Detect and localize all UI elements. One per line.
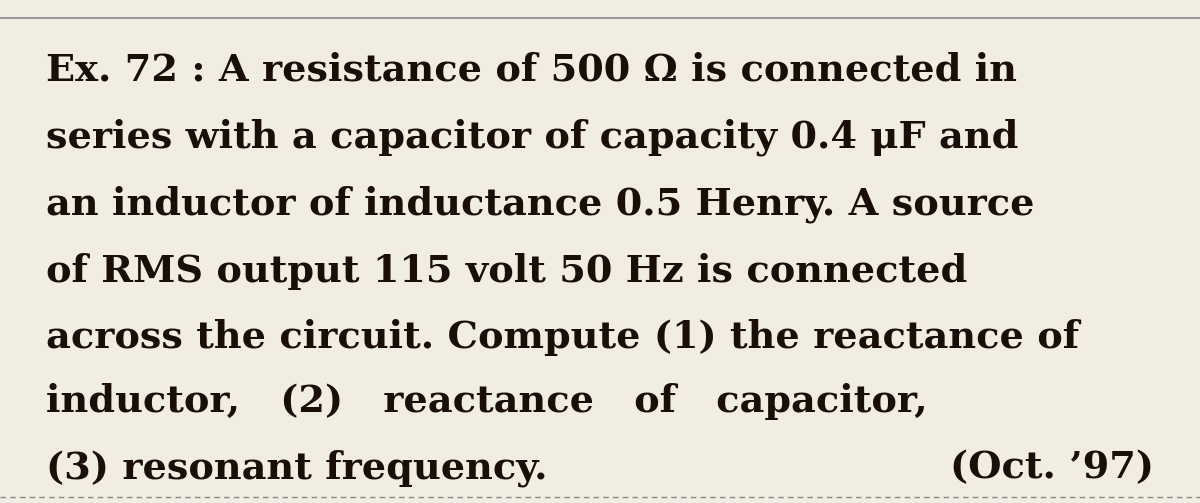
Text: (Oct. ’97): (Oct. ’97) bbox=[950, 450, 1154, 486]
Text: across the circuit. Compute (1) the reactance of: across the circuit. Compute (1) the reac… bbox=[46, 319, 1079, 356]
Text: Ex. 72 : A resistance of 500 Ω is connected in: Ex. 72 : A resistance of 500 Ω is connec… bbox=[46, 51, 1016, 88]
Text: an inductor of inductance 0.5 Henry. A source: an inductor of inductance 0.5 Henry. A s… bbox=[46, 186, 1034, 223]
Text: inductor,   (2)   reactance   of   capacitor,: inductor, (2) reactance of capacitor, bbox=[46, 383, 928, 421]
Text: (3) resonant frequency.: (3) resonant frequency. bbox=[46, 449, 547, 487]
Text: series with a capacitor of capacity 0.4 μF and: series with a capacitor of capacity 0.4 … bbox=[46, 118, 1018, 156]
Text: of RMS output 115 volt 50 Hz is connected: of RMS output 115 volt 50 Hz is connecte… bbox=[46, 253, 967, 290]
